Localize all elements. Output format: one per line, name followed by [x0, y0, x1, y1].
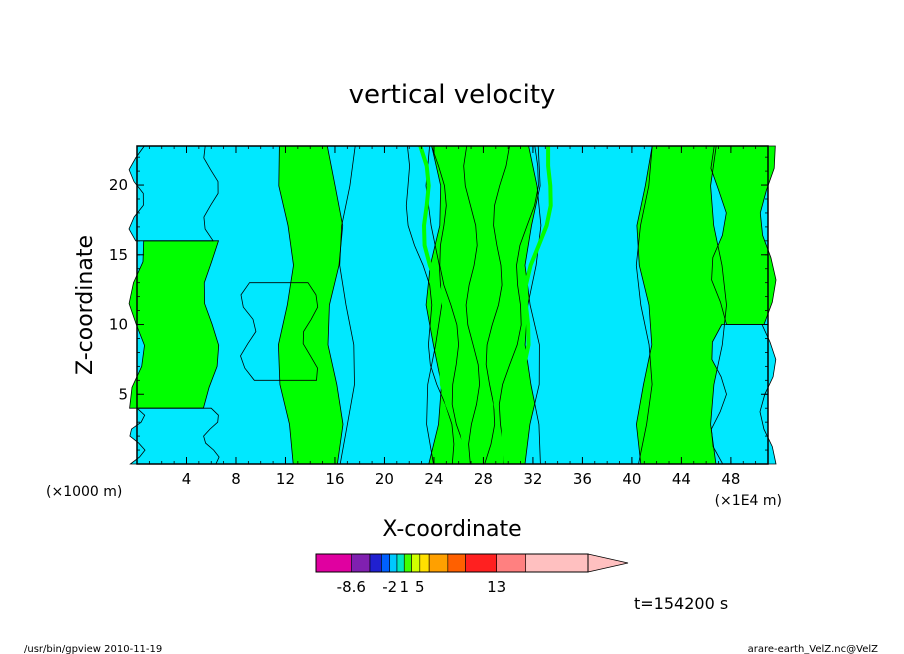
x-axis-label: X-coordinate [382, 517, 521, 542]
y-tick-label: 5 [118, 385, 128, 403]
center-contour [405, 145, 455, 465]
center-contour [498, 145, 539, 465]
y-tick-label: 15 [109, 246, 128, 264]
x-tick-label: 20 [375, 470, 394, 488]
x-unit-left: (×1000 m) [46, 484, 122, 500]
center-contour [491, 145, 527, 465]
colorbar-extend-arrow [587, 553, 629, 573]
x-tick-label: 8 [231, 470, 241, 488]
plot-area [128, 145, 777, 465]
velocity-band [129, 146, 219, 241]
x-axis-ticks: 4 8 12 16 20 24 28 32 36 40 44 48 [148, 146, 757, 488]
colorbar-swatch [381, 553, 391, 573]
colorbar-tick-label: -8.6 [337, 578, 366, 596]
x-tick-label: 44 [672, 470, 691, 488]
x-tick-label: 36 [573, 470, 592, 488]
colorbar-swatch [465, 553, 497, 573]
contour-line [128, 240, 220, 409]
x-tick-label: 16 [325, 470, 344, 488]
center-contour [444, 145, 473, 465]
contour-line [710, 324, 777, 465]
x-tick-label: 40 [622, 470, 641, 488]
x-tick-label: 24 [424, 470, 443, 488]
colorbar-tick-label: 13 [487, 578, 506, 596]
velocity-band [426, 146, 541, 464]
colorbar-tick-label: 1 [399, 578, 409, 596]
colorbar-swatch [496, 553, 527, 573]
colorbar-swatch [447, 553, 466, 573]
velocity-band [710, 146, 776, 325]
colorbar-swatch [419, 553, 430, 573]
colorbar-swatch [396, 553, 405, 573]
center-contour [431, 145, 470, 465]
x-tick-label: 32 [523, 470, 542, 488]
velocity-band [129, 408, 220, 464]
x-tick-label: 48 [721, 470, 740, 488]
velocity-band [327, 146, 442, 464]
y-axis-label: Z-coordinate [73, 235, 98, 375]
center-contour [418, 145, 466, 465]
colorbar-swatch [369, 553, 382, 573]
center-contour [463, 145, 481, 465]
chart-title: vertical velocity [349, 80, 556, 110]
velocity-band [711, 324, 776, 464]
y-tick-label: 10 [109, 316, 128, 334]
velocity-band [278, 146, 356, 464]
x-tick-label: 12 [276, 470, 295, 488]
colorbar-frame [315, 553, 589, 573]
footer-right: arare-earth_VelZ.nc@VelZ [748, 644, 879, 654]
colorbar [315, 553, 629, 573]
velocity-band [525, 146, 653, 464]
velocity-band [636, 146, 727, 464]
velocity-band [129, 240, 219, 409]
y-tick-label: 20 [109, 176, 128, 194]
x-tick-label: 4 [182, 470, 192, 488]
contour-line [240, 282, 319, 381]
center-contour [484, 145, 510, 465]
colorbar-tick-label: 5 [415, 578, 425, 596]
y-axis-ticks: 5 10 15 20 [109, 156, 768, 451]
contour-line [128, 145, 219, 242]
colorbar-swatch [403, 553, 412, 573]
colorbar-swatch [315, 553, 352, 573]
x-unit-right: (×1E4 m) [715, 493, 782, 509]
colorbar-swatch [350, 553, 371, 573]
footer-left: /usr/bin/gpview 2010-11-19 [24, 644, 162, 654]
colorbar-swatch [411, 553, 421, 573]
colorbar-ticks: -8.6 -2 1 5 13 [337, 578, 507, 596]
plot-frame [136, 145, 769, 465]
time-label: t=154200 s [634, 594, 728, 613]
colorbar-swatch [389, 553, 398, 573]
x-tick-label: 28 [474, 470, 493, 488]
velocity-bands [129, 146, 776, 464]
colorbar-tick-label: -2 [382, 578, 397, 596]
center-contour [501, 146, 553, 465]
colorbar-swatch [428, 553, 449, 573]
colorbar-swatch [525, 553, 589, 573]
center-contour [472, 145, 493, 465]
